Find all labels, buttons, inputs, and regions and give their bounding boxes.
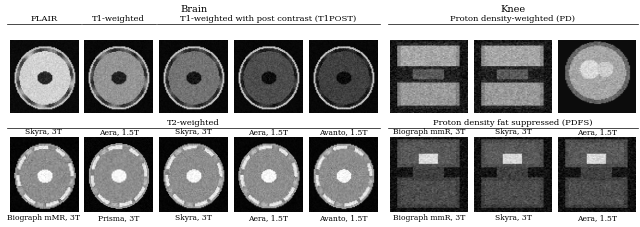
Text: FLAIR: FLAIR bbox=[30, 15, 58, 23]
Text: Prisma, 3T: Prisma, 3T bbox=[98, 215, 140, 222]
Text: Biograph mMR, 3T: Biograph mMR, 3T bbox=[7, 215, 81, 222]
Text: Knee: Knee bbox=[500, 5, 525, 14]
Text: Skyra, 3T: Skyra, 3T bbox=[175, 215, 212, 222]
Text: Avanto, 1.5T: Avanto, 1.5T bbox=[319, 128, 367, 136]
Text: Brain: Brain bbox=[180, 5, 207, 14]
Text: Aera, 1.5T: Aera, 1.5T bbox=[577, 128, 617, 136]
Text: Aera, 1.5T: Aera, 1.5T bbox=[577, 215, 617, 222]
Text: Skyra, 3T: Skyra, 3T bbox=[495, 128, 531, 136]
Text: Avanto, 1.5T: Avanto, 1.5T bbox=[319, 215, 367, 222]
Text: T1-weighted with post contrast (T1POST): T1-weighted with post contrast (T1POST) bbox=[180, 15, 356, 23]
Text: Aera, 1.5T: Aera, 1.5T bbox=[99, 128, 139, 136]
Text: Biograph mmR, 3T: Biograph mmR, 3T bbox=[393, 128, 465, 136]
Text: T2-weighted: T2-weighted bbox=[167, 119, 220, 127]
Text: Aera, 1.5T: Aera, 1.5T bbox=[248, 215, 289, 222]
Text: T1-weighted: T1-weighted bbox=[92, 15, 145, 23]
Text: Biograph mmR, 3T: Biograph mmR, 3T bbox=[393, 215, 465, 222]
Text: Aera, 1.5T: Aera, 1.5T bbox=[248, 128, 289, 136]
Text: Proton density fat suppressed (PDFS): Proton density fat suppressed (PDFS) bbox=[433, 119, 593, 127]
Text: Skyra, 3T: Skyra, 3T bbox=[26, 128, 62, 136]
Text: Proton density-weighted (PD): Proton density-weighted (PD) bbox=[451, 15, 575, 23]
Text: Skyra, 3T: Skyra, 3T bbox=[175, 128, 212, 136]
Text: Skyra, 3T: Skyra, 3T bbox=[495, 215, 531, 222]
